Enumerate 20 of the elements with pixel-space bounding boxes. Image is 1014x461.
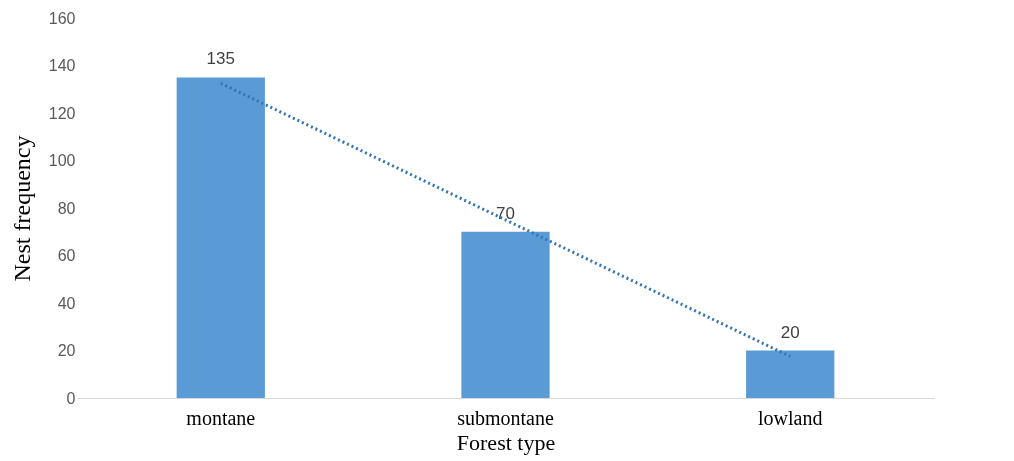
y-axis-title: Nest frequency xyxy=(8,135,35,282)
data-label: 135 xyxy=(206,49,235,69)
x-axis-title: Forest type xyxy=(456,429,556,455)
y-tick-label: 20 xyxy=(57,342,76,359)
data-label: 20 xyxy=(780,322,800,342)
bar xyxy=(746,350,835,398)
y-tick-label: 120 xyxy=(48,104,76,122)
bar xyxy=(461,231,550,398)
y-tick-label: 40 xyxy=(57,294,76,312)
bar xyxy=(176,77,265,398)
y-tick-label: 100 xyxy=(48,152,76,169)
y-tick-label: 140 xyxy=(48,57,76,74)
y-tick-label: 160 xyxy=(48,9,76,27)
data-label: 70 xyxy=(496,203,515,223)
y-tick-label: 0 xyxy=(66,389,76,407)
x-tick-label: lowland xyxy=(758,406,823,429)
y-tick-label: 60 xyxy=(57,247,76,264)
x-tick-label: montane xyxy=(186,406,256,429)
x-tick-label: submontane xyxy=(457,406,554,429)
y-tick-label: 80 xyxy=(57,199,76,217)
